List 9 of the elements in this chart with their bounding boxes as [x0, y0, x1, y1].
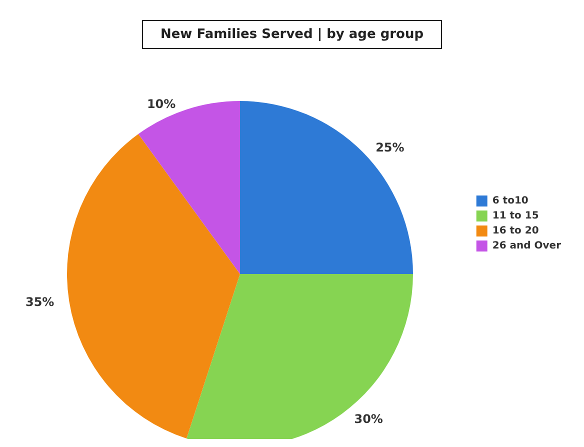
legend-label: 11 to 15 — [492, 210, 539, 222]
chart-title: New Families Served | by age group — [160, 27, 424, 42]
legend-label: 16 to 20 — [492, 226, 539, 236]
data-label: 10% — [146, 96, 176, 111]
data-label: 30% — [354, 412, 383, 426]
legend-label: 26 and Over — [492, 240, 562, 252]
data-label: 25% — [376, 140, 404, 154]
data-label: 35% — [25, 295, 54, 309]
legend-label: 6 to10 — [492, 196, 528, 206]
